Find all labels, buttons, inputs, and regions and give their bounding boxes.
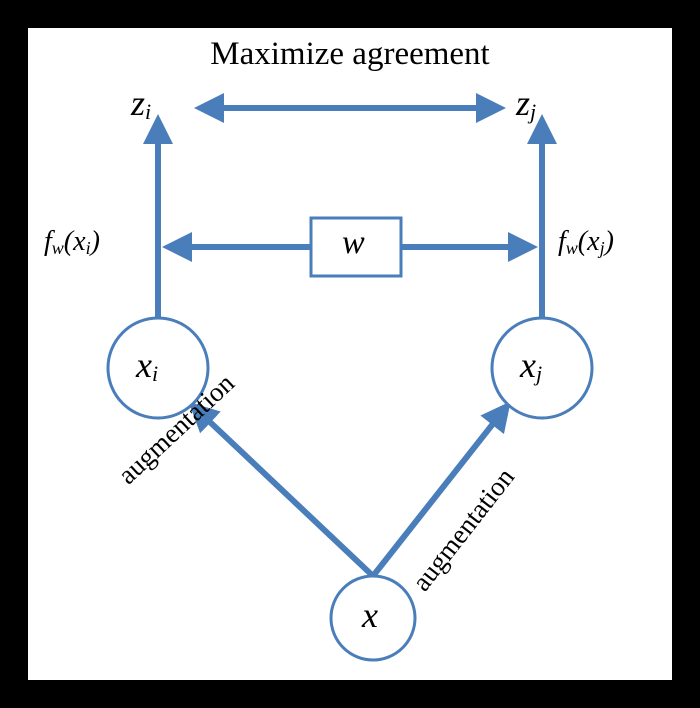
diagram-svg — [28, 28, 672, 680]
label-xi: xi — [136, 344, 158, 387]
label-zi: zi — [131, 82, 151, 125]
label-zj: zj — [516, 82, 536, 125]
label-fw-xj: fw(xj) — [558, 226, 614, 259]
title-label: Maximize agreement — [28, 36, 672, 73]
figure-canvas: Maximize agreement zi zj fw(xi) fw(xj) w… — [28, 28, 672, 680]
label-xj: xj — [520, 344, 542, 387]
edge-x-to-xi — [193, 406, 373, 576]
label-w: w — [342, 224, 365, 262]
label-x: x — [362, 594, 378, 636]
label-fw-xi: fw(xi) — [44, 226, 100, 259]
